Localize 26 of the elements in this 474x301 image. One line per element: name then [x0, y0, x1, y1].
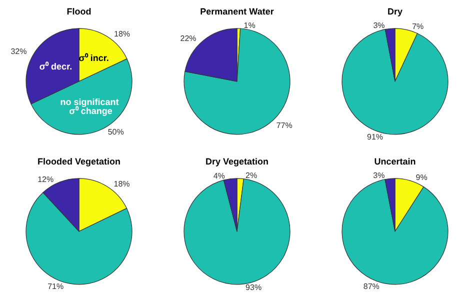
chart-title: Dry Vegetation — [205, 156, 269, 166]
data-label: 1% — [244, 20, 256, 30]
data-label: 32% — [10, 46, 27, 56]
slice-label: σ⁰ decr. — [39, 62, 72, 72]
data-label: 9% — [416, 173, 428, 182]
chart-title: Dry — [387, 6, 403, 16]
data-label: 7% — [412, 22, 424, 32]
data-label: 71% — [48, 282, 64, 291]
data-label: 3% — [373, 171, 385, 180]
chart-title: Uncertain — [374, 156, 416, 166]
data-label: 93% — [246, 282, 262, 292]
data-label: 4% — [213, 171, 225, 180]
slice-label: no significant σ⁰ change — [60, 96, 122, 116]
chart-title: Permanent Water — [200, 6, 274, 16]
data-label: 87% — [363, 282, 380, 291]
data-label: 2% — [246, 171, 258, 180]
data-label: 12% — [38, 174, 54, 184]
chart-title: Flooded Vegetation — [37, 156, 121, 166]
data-label: 22% — [180, 34, 196, 43]
data-label: 18% — [114, 179, 130, 188]
data-label: 50% — [108, 128, 124, 137]
chart-title: Flood — [66, 6, 92, 16]
data-label: 3% — [373, 21, 385, 30]
data-label: 77% — [276, 121, 292, 130]
data-label: 91% — [367, 132, 384, 142]
data-label: 18% — [114, 30, 130, 39]
